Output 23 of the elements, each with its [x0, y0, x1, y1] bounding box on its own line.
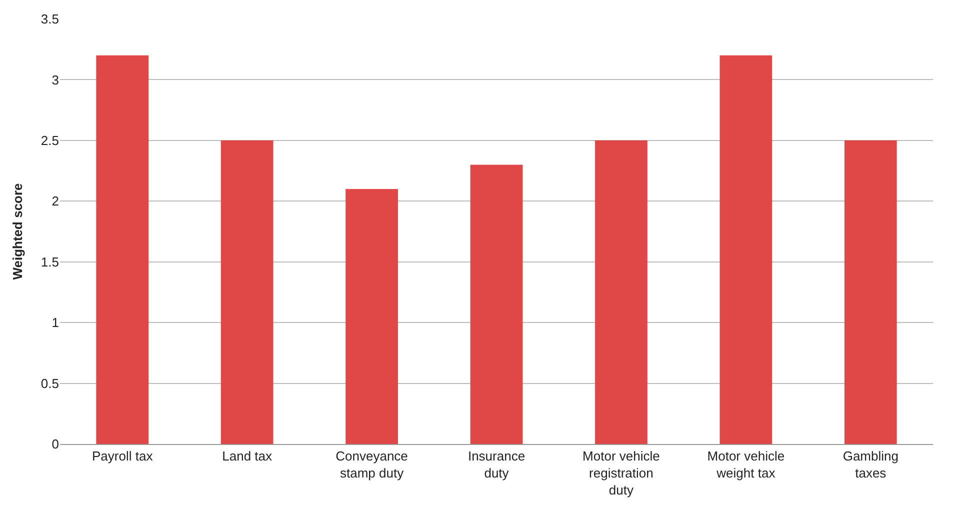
y-tick-label: 2.5 [40, 132, 59, 148]
bar [220, 140, 274, 444]
y-tick-label: 2 [52, 194, 59, 209]
bar [346, 189, 398, 444]
x-tick-label: Insurance duty [468, 448, 526, 480]
x-tick-label: Conveyance stamp duty [336, 448, 408, 480]
y-tick-label: 3.5 [40, 12, 59, 27]
bar [844, 140, 897, 444]
x-tick-label: Payroll tax [92, 448, 154, 464]
bar [96, 55, 149, 444]
x-tick-label: Gambling taxes [842, 448, 898, 480]
bar [595, 140, 648, 444]
x-tick-label: Land tax [222, 448, 273, 464]
y-tick-label: 0 [52, 436, 59, 452]
y-tick-label: 1.5 [40, 254, 59, 270]
y-axis-title: Weighted score [10, 183, 25, 280]
x-tick-label: Motor vehicle registration duty [582, 448, 660, 498]
x-tick-label: Motor vehicle weight tax [707, 448, 785, 480]
y-tick-label: 1 [52, 315, 59, 330]
y-tick-label: 3 [52, 72, 59, 88]
bar [720, 55, 772, 444]
bar [470, 164, 523, 444]
y-tick-label: 0.5 [40, 376, 59, 391]
